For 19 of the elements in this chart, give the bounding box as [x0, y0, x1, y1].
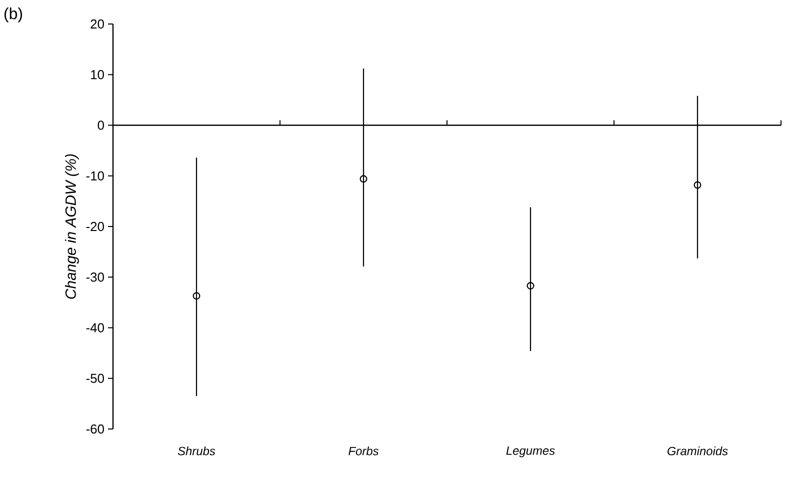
y-tick-label: -10 — [86, 171, 104, 180]
y-tick-label: -30 — [86, 272, 104, 282]
point — [694, 181, 702, 189]
y-tick-label: 10 — [91, 70, 104, 80]
y-tick-label: -50 — [86, 374, 104, 383]
x-tick-label: Forbs — [348, 446, 379, 456]
y-tick-label: -40 — [86, 323, 104, 332]
y-tick-label: 20 — [90, 19, 104, 29]
point — [360, 175, 368, 183]
y-tick-label: 0 — [98, 120, 104, 130]
x-tick-label: Legumes — [506, 446, 555, 458]
point — [192, 292, 200, 300]
y-axis-title: Change in AGDW (%) — [64, 154, 79, 299]
x-tick-label: Graminoids — [668, 446, 728, 456]
text: (b) — [4, 8, 22, 22]
y-tick-label: -60 — [86, 424, 104, 434]
y-tick-label: -20 — [86, 222, 104, 232]
x-tick-label: Shrubs — [178, 446, 216, 456]
point — [526, 282, 534, 290]
